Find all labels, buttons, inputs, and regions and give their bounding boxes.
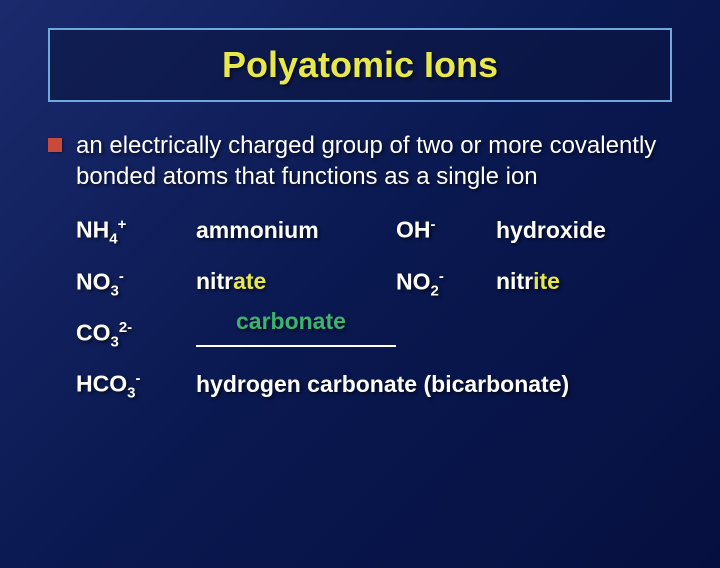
ion-row-1: NH4+ ammonium OH- hydroxide: [76, 216, 672, 247]
formula-no2: NO2-: [396, 268, 496, 299]
name-nitrite: nitrite: [496, 268, 672, 295]
formula-sup: -: [431, 216, 436, 233]
formula-base: NO: [396, 268, 431, 294]
formula-base: CO: [76, 320, 111, 346]
formula-co3: CO32-: [76, 319, 196, 350]
slide-title: Polyatomic Ions: [50, 44, 670, 86]
ion-row-2: NO3- nitrate NO2- nitrite: [76, 268, 672, 299]
bullet-square-icon: [48, 138, 62, 152]
formula-hco3: HCO3-: [76, 370, 196, 401]
name-suffix-accent: ate: [233, 268, 266, 294]
name-ammonium: ammonium: [196, 217, 396, 244]
formula-no3: NO3-: [76, 268, 196, 299]
formula-oh: OH-: [396, 216, 496, 244]
fill-answer-carbonate: carbonate: [236, 308, 346, 335]
title-container: Polyatomic Ions: [48, 28, 672, 102]
formula-base: NO: [76, 268, 111, 294]
definition-text: an electrically charged group of two or …: [76, 130, 672, 192]
name-nitrate: nitrate: [196, 268, 396, 295]
formula-sup: -: [439, 268, 444, 285]
name-hydroxide: hydroxide: [496, 217, 672, 244]
definition-row: an electrically charged group of two or …: [48, 130, 672, 192]
name-prefix: nitr: [496, 268, 533, 294]
content-area: an electrically charged group of two or …: [48, 130, 672, 401]
formula-base: HCO: [76, 371, 127, 397]
formula-base: NH: [76, 217, 109, 243]
formula-base: OH: [396, 217, 431, 243]
formula-sup: -: [119, 268, 124, 285]
name-prefix: nitr: [196, 268, 233, 294]
name-suffix-accent: ite: [533, 268, 560, 294]
formula-sub: 2: [431, 282, 439, 299]
blank-carbonate: carbonate: [196, 320, 672, 347]
formula-sup: 2-: [119, 319, 132, 336]
formula-sub: 4: [109, 231, 117, 248]
ion-row-4: HCO3- hydrogen carbonate (bicarbonate): [76, 370, 672, 401]
name-bicarbonate: hydrogen carbonate (bicarbonate): [196, 371, 672, 398]
ion-row-3: CO32- carbonate: [76, 319, 672, 350]
formula-nh4: NH4+: [76, 216, 196, 247]
formula-sup: -: [135, 370, 140, 387]
formula-sub: 3: [111, 282, 119, 299]
ion-table: NH4+ ammonium OH- hydroxide NO3- nitrate…: [76, 216, 672, 401]
formula-sub: 3: [111, 333, 119, 350]
formula-sup: +: [118, 216, 127, 233]
